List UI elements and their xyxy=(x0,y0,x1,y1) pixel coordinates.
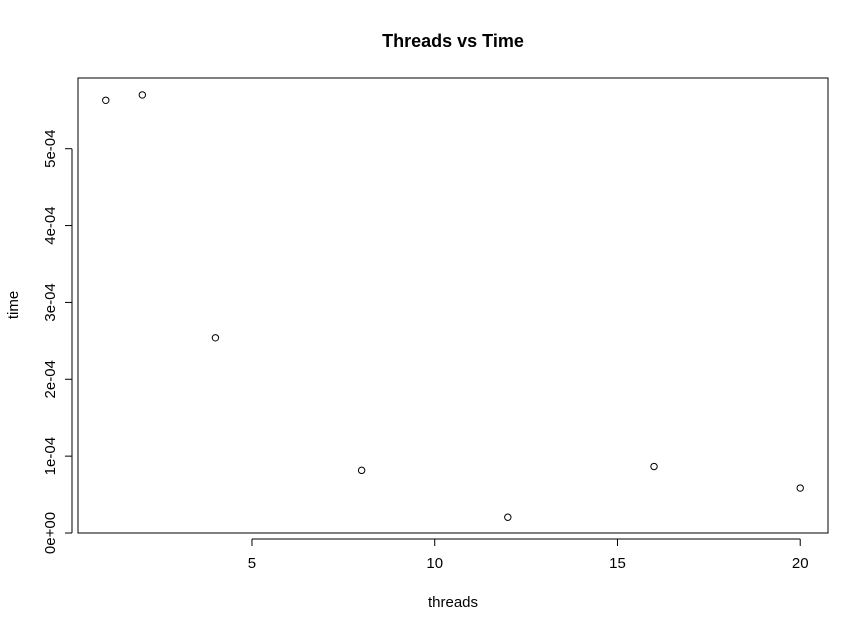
data-point xyxy=(504,513,512,521)
y-tick-label: 2e-04 xyxy=(42,360,59,398)
x-tick-label: 20 xyxy=(792,555,809,572)
y-tick-label: 3e-04 xyxy=(42,283,59,321)
data-point xyxy=(796,484,804,492)
y-tick-label: 0e+00 xyxy=(42,512,59,554)
data-point xyxy=(211,334,220,342)
x-tick-label: 5 xyxy=(248,555,256,572)
y-axis: 0e+00 1e-04 2e-04 3e-04 4e-04 5e-04 xyxy=(42,130,73,554)
data-point xyxy=(357,466,366,475)
chart-title: Threads vs Time xyxy=(382,31,524,51)
y-tick-label: 1e-04 xyxy=(42,437,59,475)
x-tick-label: 10 xyxy=(426,555,443,572)
x-axis: 5 10 15 20 xyxy=(248,538,809,572)
data-points xyxy=(102,91,804,521)
data-point xyxy=(102,96,110,104)
data-point xyxy=(650,462,658,471)
x-axis-label: threads xyxy=(428,594,478,611)
y-tick-label: 5e-04 xyxy=(42,130,59,168)
plot-frame xyxy=(77,77,829,534)
x-tick-label: 15 xyxy=(609,555,626,572)
data-point xyxy=(138,91,147,99)
y-tick-label: 4e-04 xyxy=(42,206,59,244)
y-axis-label: time xyxy=(5,291,22,319)
